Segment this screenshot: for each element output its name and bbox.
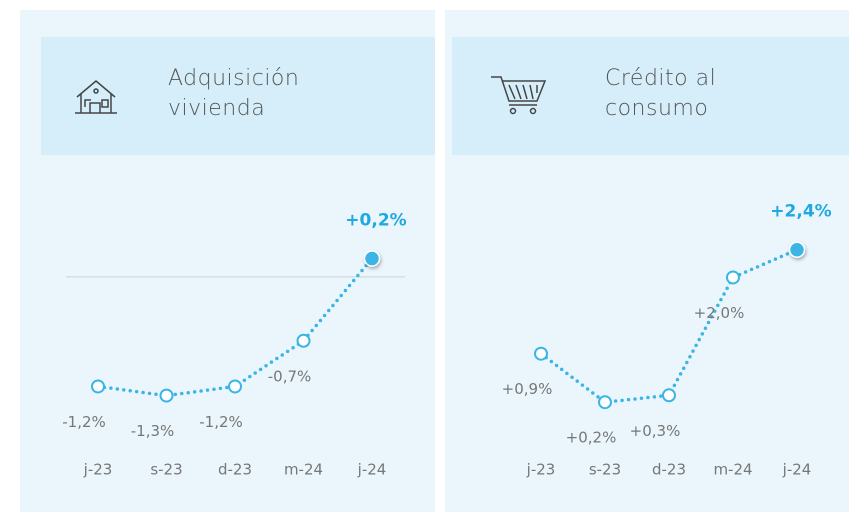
value-label-highlight: +2,4% [770,202,831,222]
point [363,250,381,267]
value-label: -1,2% [62,413,106,431]
point [159,388,174,403]
point [662,388,676,403]
cart-icon [491,76,547,115]
x-tick-label: j-24 [782,461,812,479]
x-tick-label: d-23 [218,461,252,479]
x-tick-label: j-24 [357,461,387,479]
value-label: +0,9% [502,380,553,398]
value-label: +0,2% [566,429,617,447]
x-tick-label: s-23 [589,461,621,479]
point [296,333,311,348]
point [598,395,612,410]
house-icon [75,80,117,114]
panel-title: Crédito al consumo [605,66,717,121]
panel-header: Adquisición vivienda [41,37,435,155]
point [534,346,548,361]
x-tick-label: j-23 [526,461,556,479]
value-label: +2,0% [694,304,745,322]
point [228,379,242,394]
x-tick-label: m-24 [713,461,752,479]
point [91,379,105,394]
value-label: +0,3% [630,422,681,440]
x-tick-label: j-23 [83,461,113,479]
x-tick-label: s-23 [150,461,182,479]
value-label: -1,3% [131,422,175,440]
line [539,247,799,405]
x-tick-label: m-24 [284,461,323,479]
value-label: -0,7% [268,367,312,385]
value-label-highlight: +0,2% [345,211,406,231]
value-label: -1,2% [199,413,243,431]
panel: Crédito al consumo [445,10,849,512]
panel-header: Crédito al consumo [452,37,849,155]
line [96,256,374,398]
panel-title: Adquisición vivienda [168,66,300,121]
point [726,270,740,285]
point [788,241,806,258]
x-tick-label: d-23 [652,461,686,479]
